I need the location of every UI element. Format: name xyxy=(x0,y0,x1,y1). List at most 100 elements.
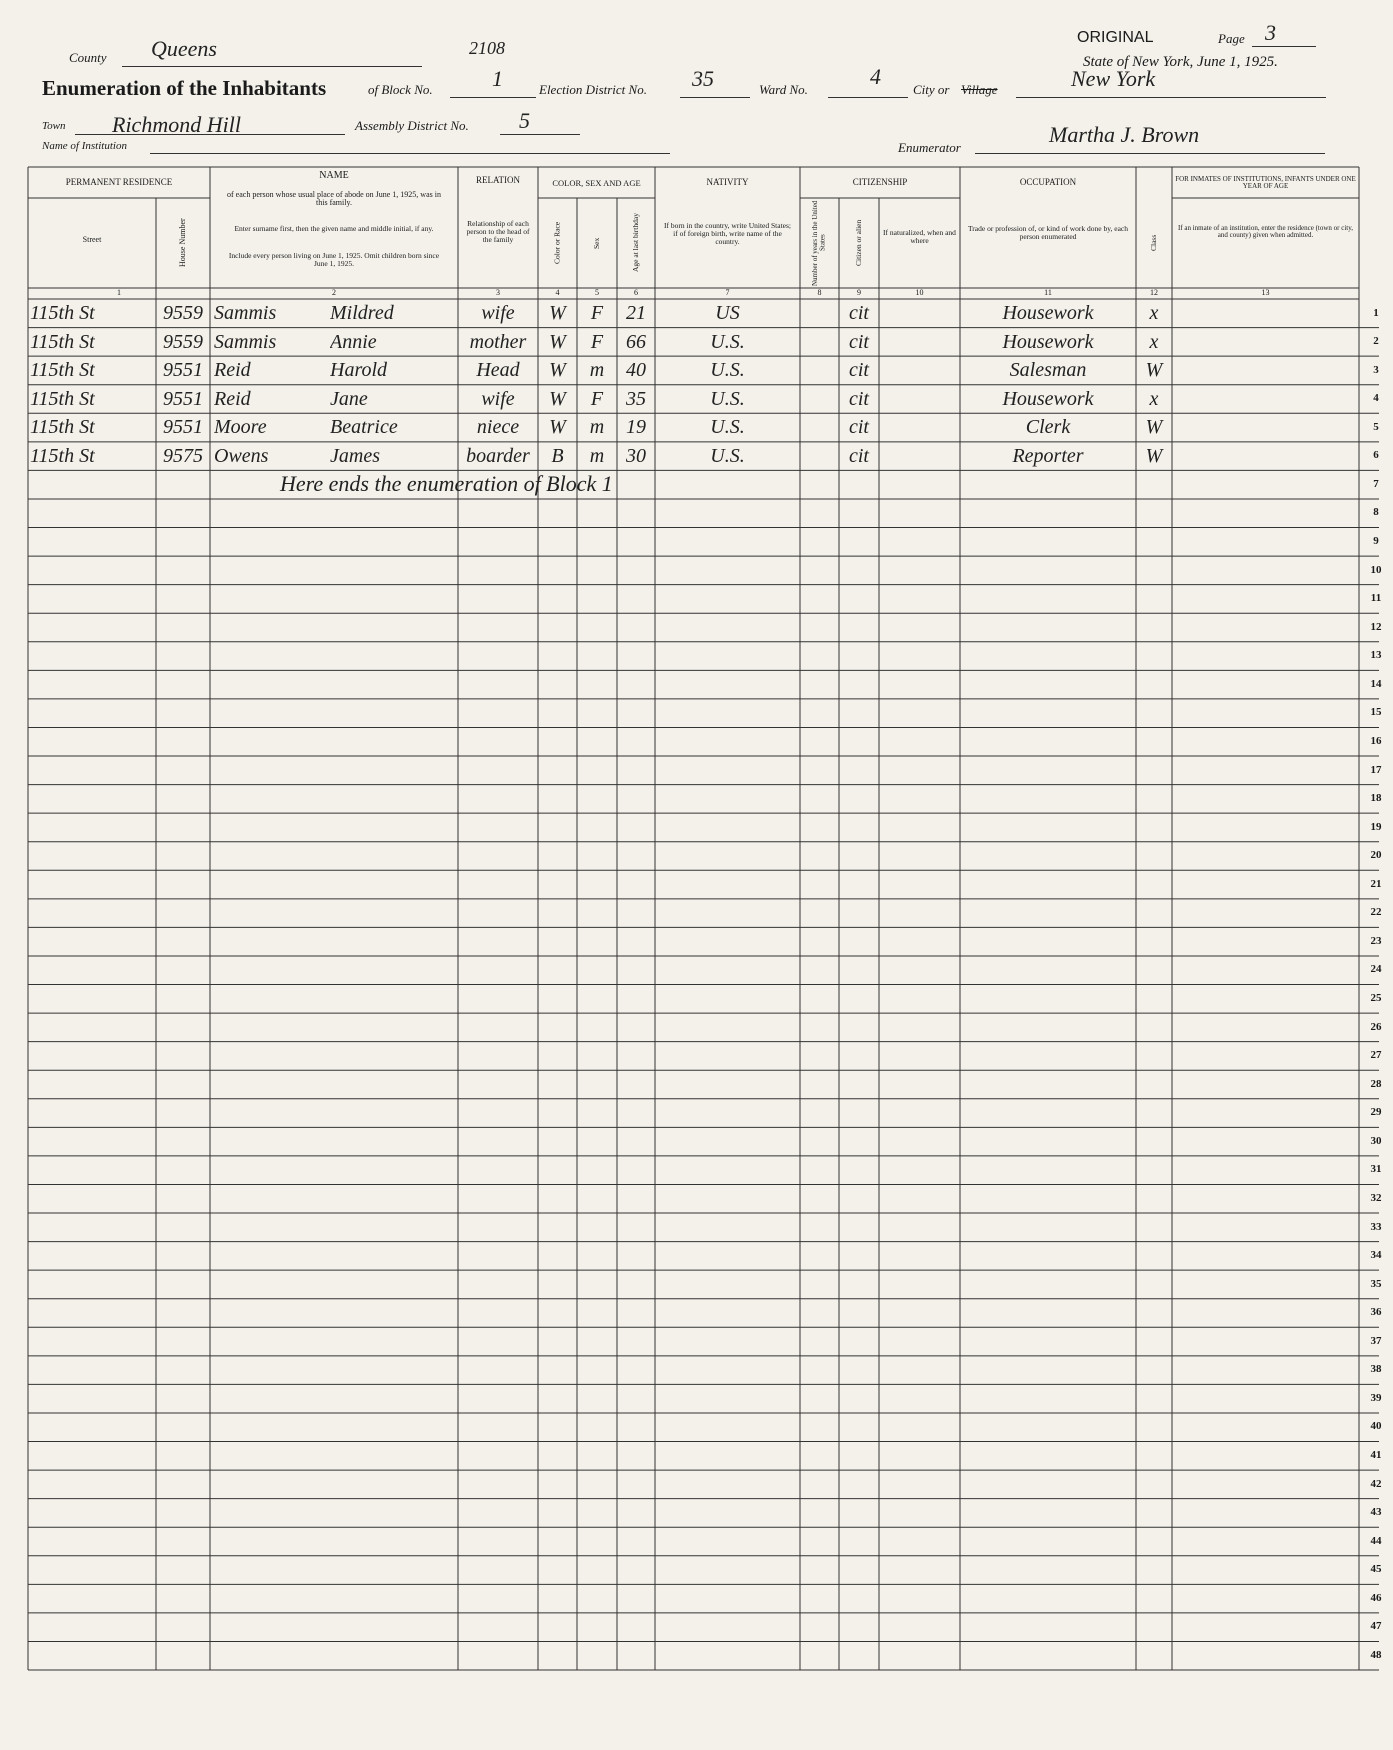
line-number: 19 xyxy=(1370,820,1382,833)
entry-color: W xyxy=(549,359,566,382)
block: 1 xyxy=(492,66,503,91)
entry-age: 66 xyxy=(626,330,646,353)
entry-occupation: Housework xyxy=(1002,387,1094,410)
line-number: 20 xyxy=(1370,849,1382,862)
entry-age: 21 xyxy=(626,302,646,324)
entry-given-name: Harold xyxy=(330,359,388,382)
column-header: Class xyxy=(1149,234,1159,252)
entry-class: W xyxy=(1145,359,1163,382)
column-header: Age at last birthday xyxy=(631,213,641,273)
column-header: If an inmate of an institution, enter th… xyxy=(1177,223,1354,239)
entry-citizenship: cit xyxy=(849,302,869,324)
line-number: 13 xyxy=(1370,649,1382,662)
line-number: 21 xyxy=(1370,877,1382,890)
form-title: Enumeration of the Inhabitants xyxy=(42,76,327,100)
entry-surname: Sammis xyxy=(214,302,277,324)
village-label: Village xyxy=(961,82,998,97)
entry-age: 35 xyxy=(626,387,646,410)
line-number: 36 xyxy=(1370,1306,1382,1319)
line-number: 40 xyxy=(1370,1420,1382,1433)
column-header: CITIZENSHIP xyxy=(852,177,908,188)
column-number: 8 xyxy=(817,288,822,298)
line-number: 32 xyxy=(1370,1191,1382,1204)
city-label: City or xyxy=(913,82,950,97)
page-label: Page xyxy=(1218,31,1245,46)
line-number: 34 xyxy=(1370,1249,1382,1262)
entry-citizenship: cit xyxy=(849,444,869,467)
line-number: 9 xyxy=(1373,535,1379,547)
line-number: 6 xyxy=(1373,449,1379,462)
entry-class: x xyxy=(1149,302,1159,324)
entry-citizenship: cit xyxy=(849,416,869,439)
entry-age: 30 xyxy=(626,444,646,467)
line-number: 5 xyxy=(1373,420,1379,433)
column-header: If born in the country, write United Sta… xyxy=(664,221,791,246)
entry-color: W xyxy=(549,387,566,410)
line-number: 48 xyxy=(1370,1648,1382,1661)
column-header: If naturalized, when and where xyxy=(883,228,956,245)
line-number: 16 xyxy=(1370,734,1382,747)
column-number: 9 xyxy=(857,288,861,298)
entry-surname: Owens xyxy=(214,444,269,467)
line-number: 18 xyxy=(1370,792,1382,805)
election-district-label: Election District No. xyxy=(539,82,647,97)
line-number: 43 xyxy=(1370,1506,1382,1519)
city: New York xyxy=(1071,66,1156,91)
entry-sex: m xyxy=(589,416,605,439)
entry-nativity: U.S. xyxy=(710,387,745,410)
line-number: 17 xyxy=(1370,763,1382,776)
entry-house-number: 9551 xyxy=(163,416,203,439)
column-header: Enter surname first, then the given name… xyxy=(234,224,434,234)
line-number: 44 xyxy=(1370,1534,1382,1547)
line-number: 25 xyxy=(1370,992,1382,1004)
entry-class: x xyxy=(1149,387,1159,410)
column-header: PERMANENT RESIDENCE xyxy=(65,177,173,188)
state-date: State of New York, June 1, 1925. xyxy=(1083,54,1278,70)
line-number: 41 xyxy=(1370,1449,1382,1461)
town: Richmond Hill xyxy=(112,112,241,137)
entry-sex: m xyxy=(589,444,605,467)
election-district: 35 xyxy=(692,66,714,91)
column-number: 11 xyxy=(1044,288,1052,298)
entry-given-name: Jane xyxy=(330,387,368,410)
entry-class: x xyxy=(1149,330,1159,353)
line-number: 31 xyxy=(1370,1163,1382,1176)
entry-occupation: Reporter xyxy=(1012,444,1084,467)
column-number: 6 xyxy=(634,288,638,298)
line-number: 8 xyxy=(1373,506,1379,519)
entry-sex: F xyxy=(590,302,604,324)
entry-age: 19 xyxy=(626,416,646,439)
entry-given-name: Annie xyxy=(330,330,377,353)
entry-age: 40 xyxy=(626,359,646,382)
underline xyxy=(975,153,1325,154)
line-number: 37 xyxy=(1370,1334,1382,1347)
line-number: 11 xyxy=(1370,592,1382,605)
enumerator-label: Enumerator xyxy=(898,140,961,155)
line-number: 12 xyxy=(1370,620,1382,633)
entry-surname: Reid xyxy=(214,387,251,410)
column-header: Relationship of each person to the head … xyxy=(466,219,530,244)
entry-relation: Head xyxy=(476,359,520,382)
line-number: 47 xyxy=(1370,1620,1382,1633)
column-header: Citizen or alien xyxy=(854,219,864,267)
entry-house-number: 9551 xyxy=(163,359,203,382)
entry-surname: Moore xyxy=(214,416,267,439)
column-header: Sex xyxy=(592,237,602,249)
underline xyxy=(150,153,670,154)
entry-nativity: U.S. xyxy=(710,359,745,382)
column-header: COLOR, SEX AND AGE xyxy=(552,177,641,188)
entry-house-number: 9559 xyxy=(163,330,203,353)
column-number: 3 xyxy=(496,288,500,298)
column-header: FOR INMATES OF INSTITUTIONS, INFANTS UND… xyxy=(1175,174,1356,190)
line-number: 28 xyxy=(1370,1077,1382,1090)
column-header: NATIVITY xyxy=(706,177,749,188)
closing-note: Here ends the enumeration of Block 1 xyxy=(280,471,613,497)
original: ORIGINAL xyxy=(1077,29,1154,46)
entry-relation: wife xyxy=(481,387,515,410)
entry-given-name: Mildred xyxy=(330,302,394,324)
entry-nativity: US xyxy=(715,302,740,324)
underline xyxy=(1252,46,1316,47)
underline xyxy=(75,134,345,135)
line-number: 10 xyxy=(1370,563,1382,576)
